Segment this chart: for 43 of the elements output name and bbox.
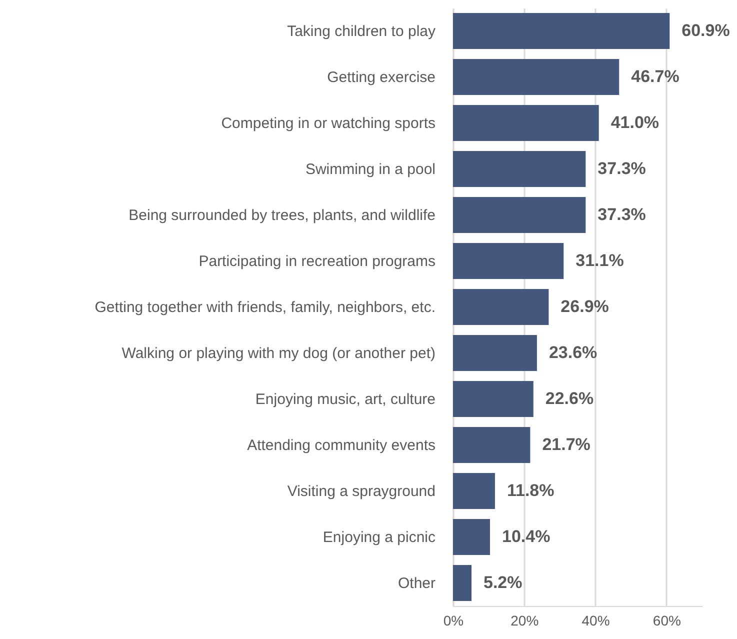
y-tick-label: Getting exercise (327, 69, 436, 86)
bar (453, 197, 586, 233)
data-label: 23.6% (548, 343, 598, 362)
bar (453, 105, 599, 141)
y-tick-label: Swimming in a pool (305, 161, 436, 178)
x-tick-label: 60% (652, 612, 681, 628)
y-tick-label: Being surrounded by trees, plants, and wildlife (128, 207, 436, 224)
data-label: 31.1% (576, 251, 624, 270)
bar (453, 335, 537, 371)
data-label: 41.0% (610, 113, 660, 132)
y-tick-label: Visiting a sprayground (287, 483, 436, 500)
y-tick-label: Walking or playing with my dog (or another pet) (122, 345, 436, 362)
y-tick-label: Participating in recreation programs (198, 253, 436, 270)
data-label: 60.9% (682, 21, 730, 40)
y-tick-label: Enjoying a picnic (322, 529, 436, 546)
bar (453, 13, 670, 49)
bar (453, 381, 534, 417)
data-label: 37.3% (598, 205, 646, 224)
x-tick-label: 20% (510, 612, 539, 628)
x-tick-label: 40% (582, 612, 610, 628)
y-tick-label: Attending community events (247, 437, 436, 454)
y-tick-label: Other (398, 575, 436, 592)
y-tick-label: Enjoying music, art, culture (255, 391, 436, 408)
y-tick-label: Taking children to play (287, 23, 436, 40)
data-label: 37.3% (598, 159, 646, 178)
data-label: 22.6% (545, 389, 594, 408)
data-label: 46.7% (631, 67, 680, 86)
data-label: 10.4% (502, 527, 550, 546)
bar (453, 519, 490, 555)
bar (453, 473, 495, 509)
bar (453, 59, 620, 95)
y-tick-label: Getting together with friends, family, neighbors, etc. (94, 299, 436, 316)
bar (453, 565, 472, 601)
data-label: 21.7% (542, 435, 590, 454)
data-label: 5.2% (483, 573, 522, 592)
bar (453, 427, 530, 463)
y-tick-label: Competing in or watching sports (221, 115, 436, 132)
bar (453, 243, 564, 279)
data-label: 11.8% (506, 481, 554, 500)
bar (453, 151, 586, 187)
data-label: 26.9% (560, 297, 609, 316)
bar (453, 289, 549, 325)
x-tick-label: 0% (443, 612, 464, 628)
